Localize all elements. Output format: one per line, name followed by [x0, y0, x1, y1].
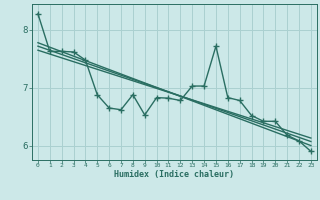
X-axis label: Humidex (Indice chaleur): Humidex (Indice chaleur) [115, 170, 234, 179]
